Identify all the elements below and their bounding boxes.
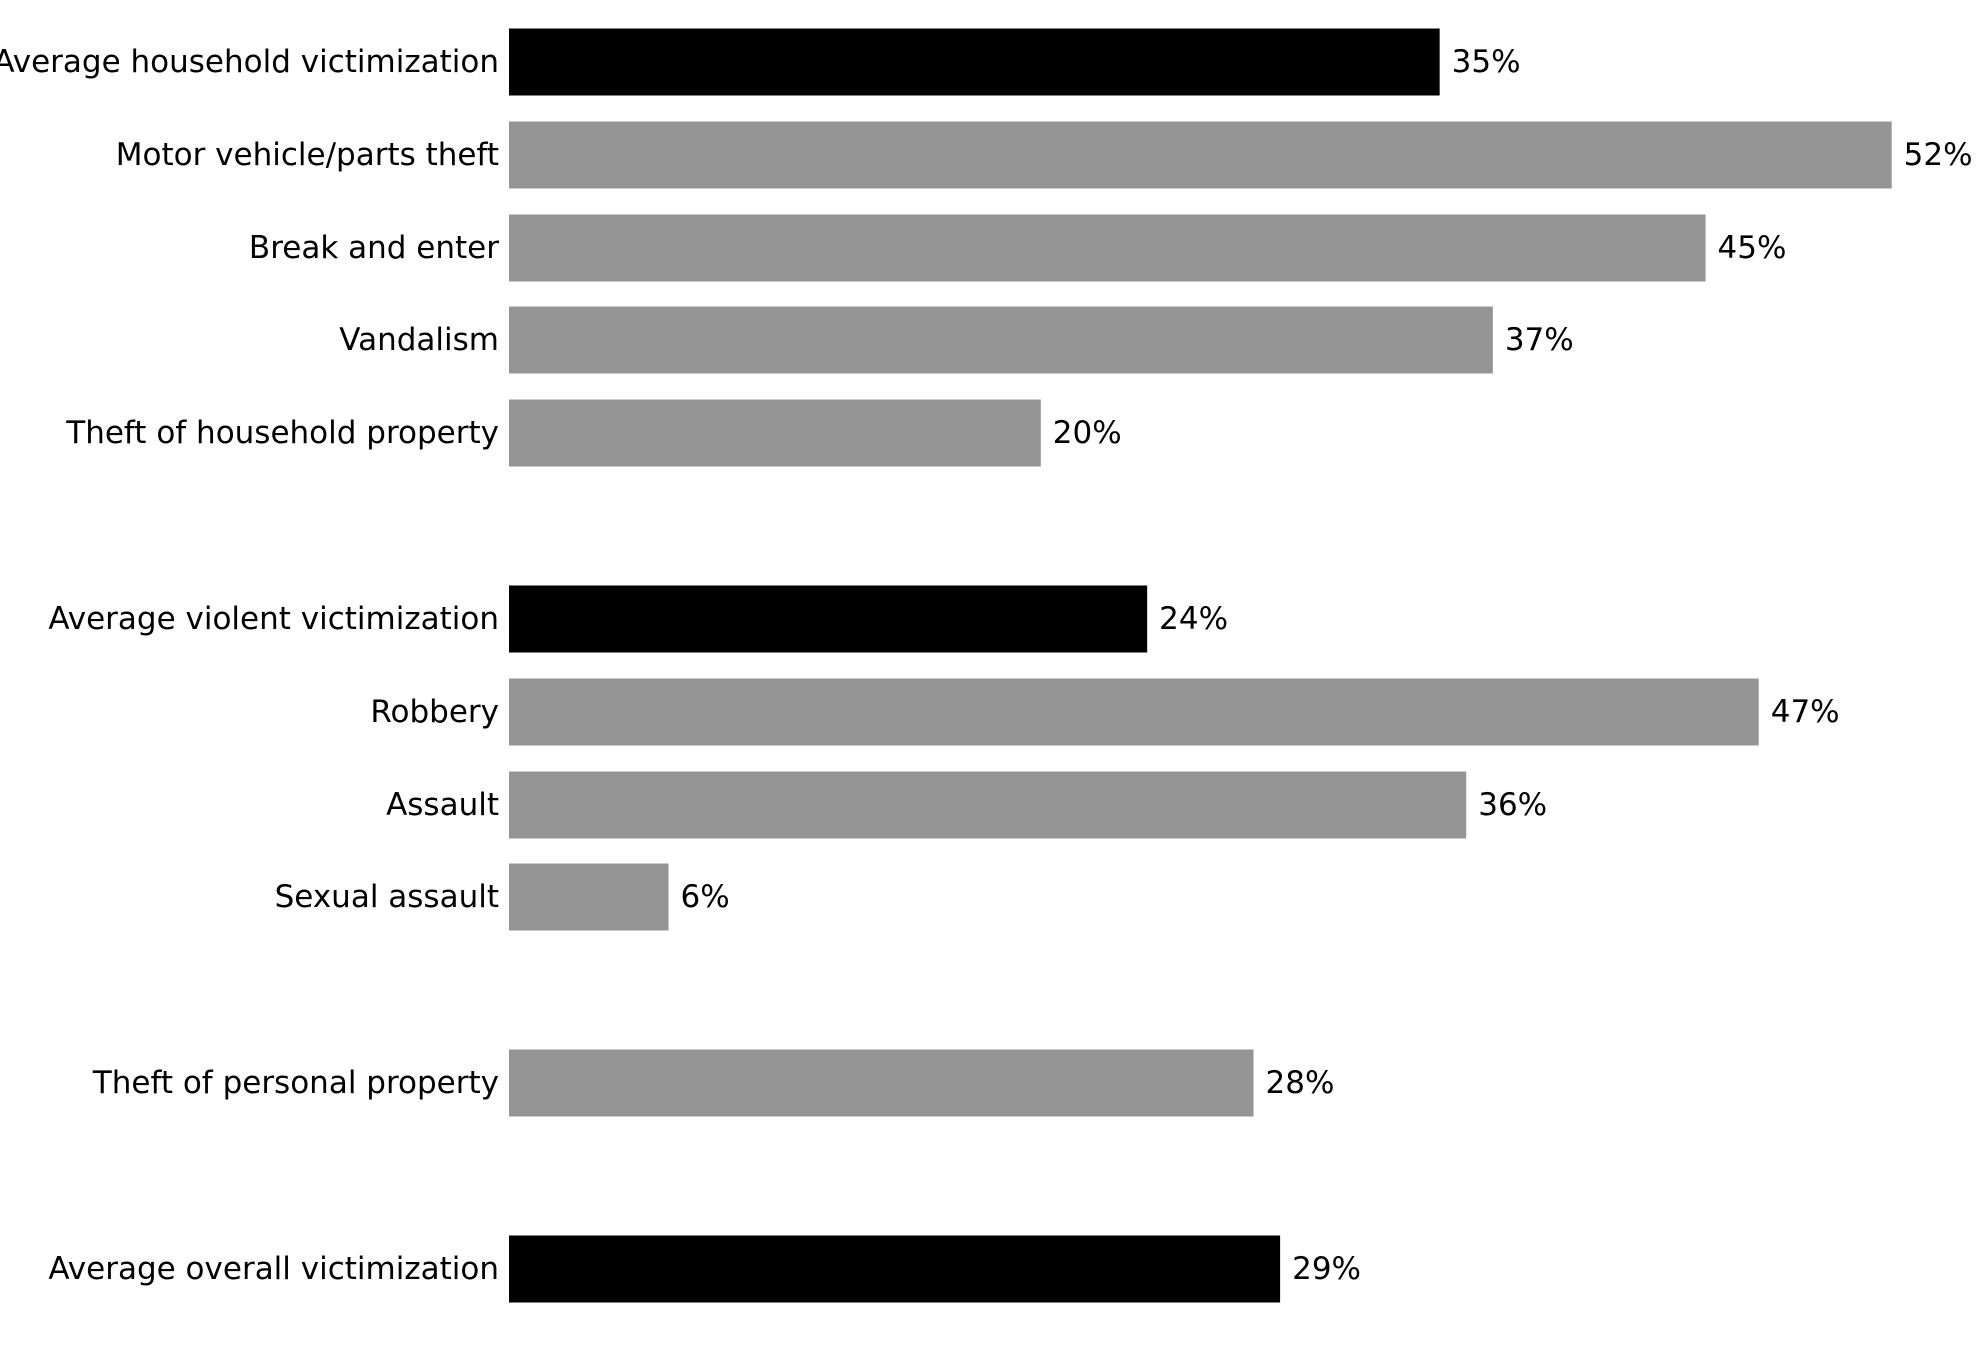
category-label-5: Average violent victimization — [48, 601, 499, 637]
bar-1 — [509, 121, 1892, 189]
category-label-10: Average overall victimization — [48, 1251, 499, 1287]
value-label-3: 37% — [1505, 322, 1574, 358]
value-label-9: 28% — [1266, 1065, 1335, 1101]
bar-8 — [509, 863, 669, 931]
bar-0 — [509, 28, 1440, 96]
bar-9 — [509, 1049, 1254, 1117]
bar-2 — [509, 214, 1706, 282]
bar-3 — [509, 306, 1493, 374]
value-label-6: 47% — [1771, 694, 1840, 730]
bar-4 — [509, 399, 1041, 467]
value-label-8: 6% — [681, 879, 730, 915]
category-label-2: Break and enter — [249, 230, 499, 266]
value-label-1: 52% — [1904, 137, 1973, 173]
value-label-4: 20% — [1053, 415, 1122, 451]
value-label-0: 35% — [1452, 44, 1521, 80]
category-label-1: Motor vehicle/parts theft — [116, 137, 499, 173]
category-label-6: Robbery — [370, 694, 499, 730]
value-label-10: 29% — [1292, 1251, 1361, 1287]
category-label-9: Theft of personal property — [92, 1065, 499, 1101]
category-label-4: Theft of household property — [65, 415, 499, 451]
category-label-8: Sexual assault — [275, 879, 499, 915]
value-label-2: 45% — [1718, 230, 1787, 266]
bar-5 — [509, 585, 1148, 653]
bars-layer: Average household victimization 35% Motor … — [0, 28, 1973, 1303]
category-label-7: Assault — [386, 787, 499, 823]
bar-7 — [509, 771, 1467, 839]
bar-10 — [509, 1235, 1281, 1303]
category-label-0: Average household victimization — [0, 44, 499, 80]
value-label-5: 24% — [1159, 601, 1228, 637]
bar-6 — [509, 678, 1759, 746]
value-label-7: 36% — [1478, 787, 1547, 823]
category-label-3: Vandalism — [339, 322, 499, 358]
